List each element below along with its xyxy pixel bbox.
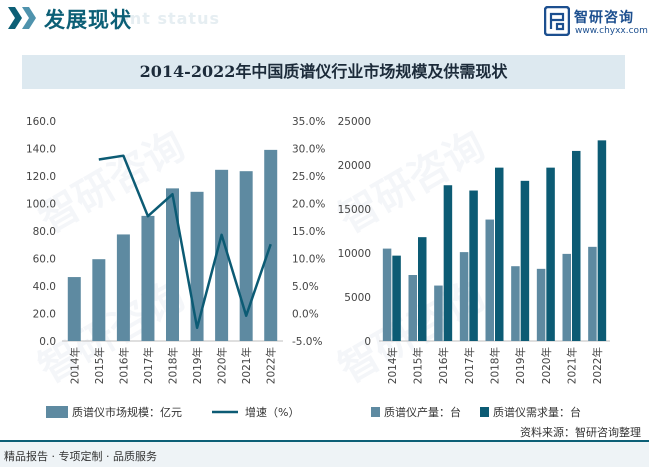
x-tick-label: 2018年: [167, 347, 180, 384]
x-tick-label: 2014年: [68, 347, 81, 384]
right-y-tick-label: 0.0%: [292, 309, 319, 321]
x-tick-label: 2019年: [191, 347, 204, 384]
production-bar: [408, 275, 417, 341]
left-y-tick-label: 160.0: [26, 116, 56, 128]
demand-bar: [418, 237, 427, 341]
footer-tagline: 精品报告 · 专项定制 · 品质服务: [4, 450, 157, 463]
y-tick-label: 25000: [338, 116, 371, 128]
footer-bar: [0, 442, 649, 467]
x-tick-label: 2018年: [489, 347, 502, 384]
legend-swatch-market-size: [46, 406, 68, 418]
legend-label-growth-rate: 增速（%）: [245, 405, 299, 419]
right-y-tick-label: 30.0%: [292, 144, 325, 156]
production-bar: [434, 285, 443, 341]
y-tick-label: 15000: [338, 204, 371, 216]
market-size-bar: [92, 259, 106, 341]
brand-logo: 智研咨询 www.chyxx.com: [544, 4, 648, 40]
legend-label-demand: 质谱仪需求量：台: [493, 405, 581, 419]
demand-bar: [392, 255, 401, 341]
demand-bar: [443, 185, 453, 341]
x-tick-label: 2014年: [386, 347, 399, 384]
legend-label-market-size: 质谱仪市场规模：亿元: [72, 405, 182, 419]
x-tick-label: 2022年: [265, 347, 278, 384]
y-tick-label: 5000: [344, 292, 371, 304]
demand-bar: [469, 190, 478, 341]
x-tick-label: 2016年: [437, 347, 450, 384]
production-bar: [536, 268, 546, 341]
right-y-tick-label: 5.0%: [292, 281, 319, 293]
x-tick-label: 2021年: [566, 347, 579, 384]
x-tick-label: 2015年: [93, 347, 106, 384]
growth-rate-line: [98, 154, 272, 330]
x-tick-label: 2021年: [240, 347, 253, 384]
legend-swatch-demand: [480, 407, 489, 417]
right-y-tick-label: 35.0%: [292, 116, 325, 128]
x-tick-label: 2020年: [540, 347, 553, 384]
left-y-tick-label: 20.0: [33, 309, 56, 321]
left-y-tick-label: 0.0: [39, 336, 56, 348]
left-y-tick-label: 80.0: [33, 226, 56, 238]
production-bar: [588, 246, 597, 341]
x-tick-label: 2017年: [463, 347, 476, 384]
demand-bar: [572, 150, 581, 341]
footer-divider: [0, 440, 649, 442]
left-y-tick-label: 40.0: [33, 281, 56, 293]
market-size-bar: [190, 191, 204, 341]
demand-bar: [597, 140, 607, 341]
section-header: ent status 发展现状: [0, 0, 649, 42]
right-y-tick-label: 15.0%: [292, 226, 325, 238]
section-title: 发展现状: [44, 8, 132, 32]
production-bar: [511, 266, 520, 341]
market-size-bar: [141, 215, 155, 341]
demand-bar: [495, 167, 504, 341]
y-tick-label: 10000: [338, 248, 371, 260]
market-size-bar: [116, 234, 130, 341]
demand-bar: [520, 180, 530, 341]
market-size-bar: [166, 188, 179, 341]
demand-bar: [546, 167, 555, 341]
left-y-tick-label: 120.0: [26, 171, 56, 183]
market-size-bar: [67, 277, 81, 341]
chart-title: 2014-2022年中国质谱仪行业市场规模及供需现状: [139, 62, 508, 81]
left-y-tick-label: 140.0: [26, 144, 56, 156]
logo-icon: [544, 6, 570, 36]
chevron-right-icon: [8, 7, 22, 29]
y-tick-label: 0: [364, 336, 371, 348]
left-y-tick-label: 100.0: [26, 199, 56, 211]
chevron-right-icon: [22, 7, 36, 29]
right-y-tick-label: 10.0%: [292, 254, 325, 266]
legend-label-production: 质谱仪产量：台: [384, 405, 461, 419]
legend-swatch-production: [371, 407, 380, 417]
x-tick-label: 2020年: [216, 347, 229, 384]
y-tick-label: 20000: [338, 160, 371, 172]
x-tick-label: 2022年: [591, 347, 604, 384]
logo-url: www.chyxx.com: [575, 26, 648, 36]
production-bar: [382, 248, 392, 341]
production-bar: [459, 252, 469, 341]
production-bar: [485, 219, 494, 341]
x-tick-label: 2016年: [117, 347, 130, 384]
market-size-bar: [239, 171, 253, 341]
production-bar: [562, 253, 571, 341]
x-tick-label: 2015年: [412, 347, 425, 384]
logo-name: 智研咨询: [574, 10, 634, 26]
header-background-text: ent status: [118, 9, 220, 28]
right-y-tick-label: -5.0%: [292, 336, 322, 348]
left-y-tick-label: 60.0: [33, 254, 56, 266]
x-tick-label: 2019年: [514, 347, 527, 384]
market-size-bar: [215, 169, 229, 341]
source-note: 资料来源：智研咨询整理: [520, 426, 641, 439]
x-tick-label: 2017年: [142, 347, 155, 384]
right-y-tick-label: 20.0%: [292, 199, 325, 211]
chart-title-band: 2014-2022年中国质谱仪行业市场规模及供需现状: [22, 55, 625, 89]
right-y-tick-label: 25.0%: [292, 171, 325, 183]
